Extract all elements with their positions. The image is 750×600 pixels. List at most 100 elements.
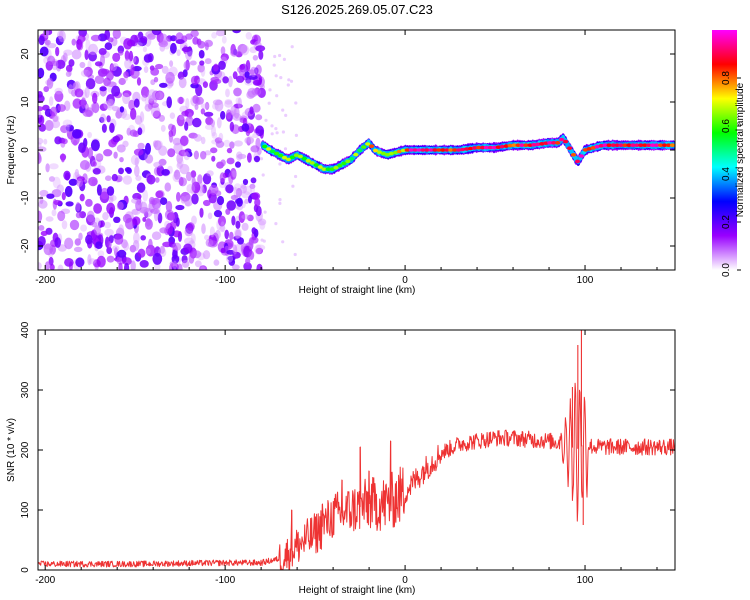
- spectrogram-cell: [333, 165, 339, 170]
- spectrogram-cell: [507, 143, 513, 148]
- spectrogram-cell: [194, 260, 202, 268]
- spectrogram-cell: [213, 259, 220, 266]
- spectrogram-cell: [64, 258, 74, 267]
- spectrogram-cell: [179, 114, 185, 121]
- spectrogram-cell: [92, 161, 97, 167]
- spectrogram-cell: [128, 50, 134, 62]
- spectrogram-cell: [341, 161, 347, 166]
- spectrogram-cell: [55, 46, 60, 57]
- snr-y-ticks: 0 100 200 300 400: [20, 321, 675, 573]
- spectrogram-cell: [230, 194, 238, 201]
- spectrogram-cell: [68, 178, 78, 186]
- spectrogram-cell: [172, 260, 178, 270]
- spectrogram-cell: [152, 252, 163, 265]
- spectrogram-cell: [202, 250, 211, 260]
- spectrogram-cell: [294, 174, 298, 179]
- spectrogram-cell: [74, 88, 84, 98]
- spectrogram-cell: [578, 154, 585, 158]
- spectrogram-cell: [231, 215, 236, 226]
- spectrogram-cell: [110, 63, 117, 72]
- spectrogram-cell: [52, 115, 59, 122]
- spectrogram-cell: [134, 157, 139, 167]
- spectrogram-cell: [220, 110, 226, 120]
- spectrogram-cell: [210, 147, 218, 154]
- spectrogram-cell: [92, 168, 101, 175]
- spectrogram-cell: [74, 238, 82, 246]
- spectrogram-cell: [220, 159, 226, 167]
- spectrogram-cell: [61, 138, 68, 145]
- spectrogram-cell: [255, 45, 266, 52]
- spectrogram-cell: [108, 98, 115, 109]
- spectrogram-cell: [124, 58, 132, 69]
- spectrogram-cell: [160, 124, 166, 132]
- spectrogram-cell: [519, 143, 525, 147]
- spectrogram-cell: [199, 181, 204, 194]
- spectrogram-cell: [79, 193, 85, 202]
- spectrogram-cell: [106, 98, 114, 111]
- spectrogram-cell: [80, 69, 91, 78]
- spectrogram-cell: [128, 99, 136, 111]
- spectrogram-cell: [159, 44, 166, 52]
- spectrogram-cell: [555, 141, 561, 145]
- spectrogram-cell: [337, 163, 343, 168]
- spectrogram-cell: [38, 146, 47, 152]
- spectrogram-cell: [244, 136, 254, 145]
- spectrogram-cell: [164, 220, 171, 229]
- spectrogram-cell: [229, 231, 234, 241]
- spectrogram-cell: [172, 242, 182, 251]
- spectrogram-cell: [40, 230, 48, 237]
- spectrogram-cell: [150, 67, 160, 76]
- spectrogram-cell: [209, 226, 215, 238]
- spectrogram-cell: [255, 64, 262, 75]
- spectrogram-cell: [543, 141, 549, 145]
- spectrogram-cell: [201, 184, 207, 194]
- spectrogram-cell: [245, 60, 251, 72]
- spectrogram-cell: [159, 82, 168, 88]
- spectrogram-cell: [200, 150, 207, 160]
- spectrogram-cell: [169, 60, 174, 67]
- spectrogram-cell: [141, 86, 150, 98]
- spectrogram-cell: [158, 145, 168, 156]
- spectrogram-cell: [275, 131, 279, 135]
- spectrogram-cell: [38, 262, 42, 270]
- spectrogram-cell: [93, 203, 102, 214]
- spectrogram-cell: [197, 40, 206, 49]
- y-tick-label: 0: [20, 147, 31, 153]
- spectrogram-cell: [232, 71, 238, 80]
- spectrogram-cell: [244, 198, 250, 204]
- spectrogram-cell: [184, 237, 194, 246]
- spectrogram-cell: [64, 237, 74, 250]
- spectrogram-cell: [155, 63, 164, 70]
- spectrogram-cell: [98, 48, 107, 56]
- spectrogram-cell: [197, 63, 205, 73]
- spectrogram-cell: [251, 192, 261, 201]
- spectrogram-cell: [111, 173, 118, 182]
- colorbar-tick-label: 0.0: [721, 263, 732, 277]
- spectrogram-cell: [614, 143, 620, 147]
- spectrogram-cell: [159, 33, 168, 46]
- spectrogram-cell: [232, 30, 241, 34]
- spectrogram-cell: [325, 167, 331, 171]
- spectrogram-cell: [243, 185, 252, 195]
- spectrogram-cell: [56, 184, 64, 194]
- spectrogram-cell: [248, 250, 255, 260]
- spectrogram-cell: [48, 163, 59, 170]
- spectrogram-cell: [60, 153, 65, 163]
- spectrogram-cell: [287, 78, 291, 82]
- spectrogram-cell: [216, 117, 222, 129]
- spectrogram-cell: [108, 196, 114, 204]
- spectrogram-cell: [39, 46, 49, 57]
- spectrogram-cell: [49, 106, 58, 117]
- spectrogram-cell: [132, 239, 140, 252]
- spectrogram-cell: [598, 143, 604, 148]
- spectrogram-cell: [112, 135, 121, 143]
- spectrogram-cell: [193, 150, 199, 160]
- x-tick-label: -200: [35, 275, 55, 286]
- spectrogram-cell: [178, 149, 189, 157]
- spectrogram-cell: [236, 197, 243, 207]
- spectrogram-cell: [75, 257, 85, 268]
- spectrogram-cell: [235, 229, 242, 239]
- spectrogram-cell: [201, 223, 206, 234]
- spectrogram-cell: [153, 161, 163, 168]
- spectrogram-cell: [259, 220, 266, 230]
